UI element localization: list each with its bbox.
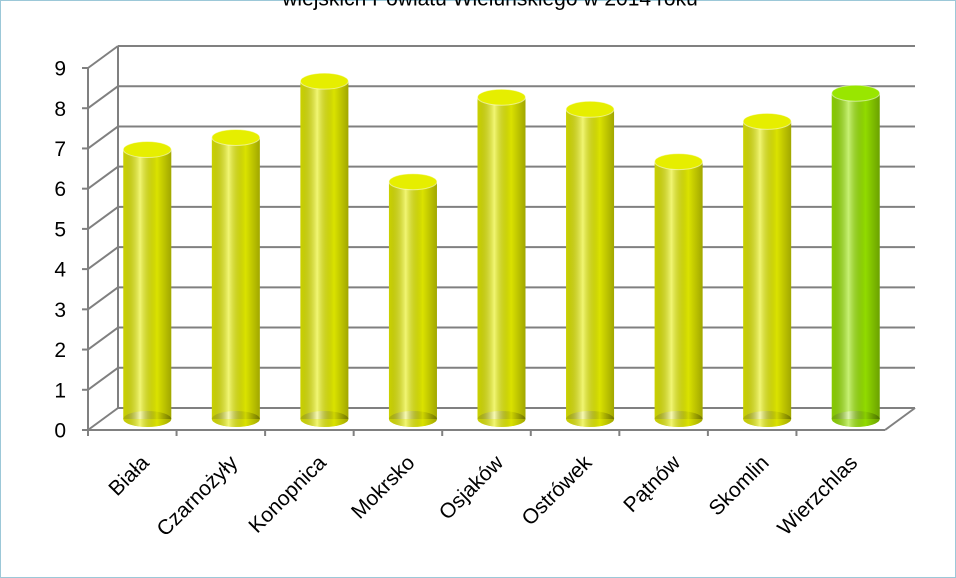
bar-top (654, 153, 704, 171)
x-tick-label: Pątnów (619, 451, 685, 517)
chart-title: wiejskich Powiatu Wieluńskiego w 2014 ro… (281, 0, 698, 11)
bar-shade (388, 181, 437, 419)
grid-line (87, 85, 119, 110)
y-tick-label: 7 (54, 138, 66, 161)
y-tick-label: 9 (54, 58, 66, 81)
bar-top (742, 112, 792, 130)
y-tick-label: 8 (54, 98, 66, 121)
bar-shade (211, 137, 260, 419)
x-tick-label: Ostrówek (518, 451, 597, 530)
bar-top (211, 128, 261, 146)
x-tick-label: Czarnożyły (153, 451, 243, 541)
grid-line (87, 125, 119, 150)
grid-line (87, 246, 119, 270)
bar-top (565, 100, 615, 118)
bar-base-shade (388, 411, 437, 427)
floor-line (884, 407, 916, 431)
y-tick-label: 0 (54, 420, 66, 443)
bar-base-shade (566, 411, 615, 427)
x-tick-label: Biała (104, 451, 154, 501)
bar-base-shade (654, 411, 703, 427)
bar-shade (831, 93, 880, 419)
bar-base-shade (831, 411, 880, 427)
y-tick-label: 3 (54, 299, 66, 322)
bar-top (299, 72, 349, 90)
y-tick-label: 6 (54, 178, 66, 201)
x-tick-label: Mokrsko (347, 451, 419, 523)
x-tick-label: Konopnica (244, 451, 331, 538)
x-tick-label: Osjaków (435, 451, 509, 525)
x-tick-label: Skomlin (705, 451, 774, 520)
grid-line (87, 366, 119, 391)
grid-line (87, 165, 119, 190)
bar-shade (566, 109, 615, 420)
grid-line (87, 326, 119, 351)
bar-base-shade (743, 411, 792, 427)
bar-base-shade (300, 411, 349, 427)
x-tick-label: Wierzchlas (773, 451, 862, 540)
grid-line (87, 206, 119, 230)
bar-base-shade (123, 411, 172, 427)
bar-base-shade (211, 411, 260, 427)
grid-line (87, 286, 119, 311)
bar-top (831, 84, 881, 102)
bar-top (388, 173, 438, 191)
y-tick-label: 2 (54, 339, 66, 362)
grid-line (87, 45, 119, 69)
bar-base-shade (477, 411, 526, 427)
y-tick-label: 4 (54, 259, 66, 282)
bar-shade (300, 81, 349, 419)
bar-top (477, 88, 526, 106)
grid-line (87, 407, 119, 431)
bar-shade (477, 97, 526, 419)
y-tick-label: 1 (54, 379, 66, 402)
bar-shade (743, 121, 792, 419)
bar-shade (654, 161, 703, 420)
y-tick-label: 5 (54, 218, 66, 241)
bar-top (122, 141, 172, 159)
bar-shade (123, 149, 172, 419)
